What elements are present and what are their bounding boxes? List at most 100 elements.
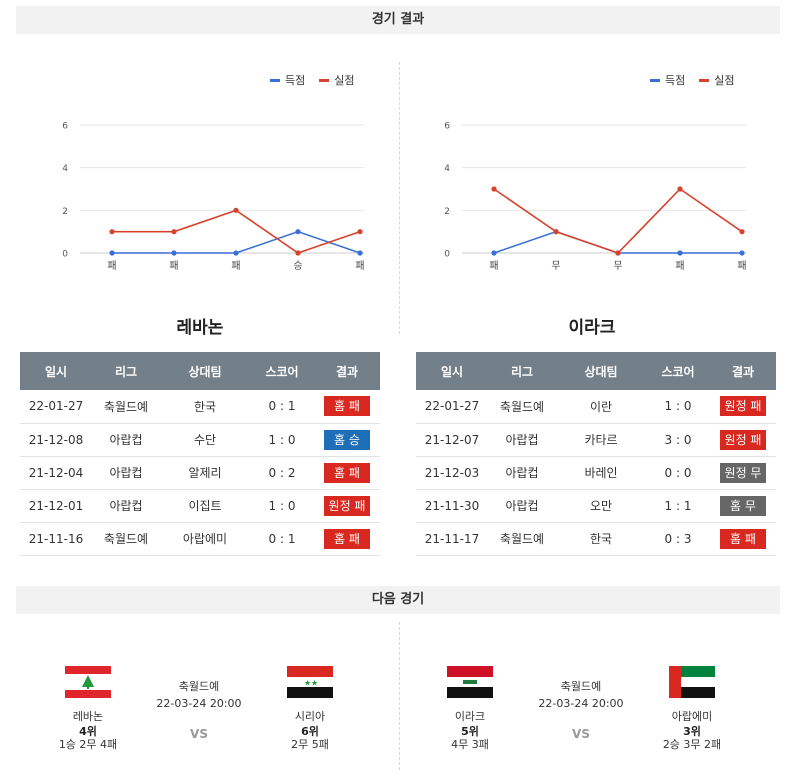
vs-label: VS	[190, 727, 208, 741]
team-name: 시리아	[294, 710, 326, 723]
table-row[interactable]: 21-12-03 아랍컵 바레인 0 : 0 원정 무	[416, 456, 776, 490]
match-date: 21-12-07	[416, 423, 488, 457]
table-row[interactable]: 22-01-27 축월드예 이란 1 : 0 원정 패	[416, 390, 776, 424]
team-rank: 5위	[461, 725, 479, 738]
data-point	[295, 229, 301, 235]
result-badge: 홈 패	[720, 528, 766, 549]
data-point	[677, 250, 683, 256]
next-match-card[interactable]: 레바논 4위 1승 2무 4패 축월드예 22-03-24 20:00 VS ★…	[0, 660, 380, 770]
y-tick-label: 4	[62, 164, 68, 174]
team-name: 레바논	[72, 710, 104, 723]
match-league: 아랍컵	[92, 489, 160, 523]
match-datetime: 22-03-24 20:00	[538, 697, 624, 710]
match-score: 0 : 3	[646, 522, 710, 556]
result-cell: 홈 패	[314, 522, 380, 556]
column-divider	[399, 62, 400, 334]
data-point	[109, 229, 115, 235]
result-cell: 홈 패	[710, 522, 776, 556]
header-league: 리그	[488, 352, 556, 390]
match-score: 0 : 0	[646, 456, 710, 490]
scored-swatch	[650, 78, 660, 82]
home-team[interactable]: 레바논 4위 1승 2무 4패	[38, 666, 138, 751]
data-point	[233, 250, 239, 256]
home-team[interactable]: 이라크 5위 4무 3패	[420, 666, 520, 751]
result-badge: 원정 패	[324, 495, 370, 516]
table-row[interactable]: 21-11-30 아랍컵 오만 1 : 1 홈 무	[416, 489, 776, 523]
data-point	[677, 186, 683, 192]
table-row[interactable]: 21-12-04 아랍컵 알제리 0 : 2 홈 패	[20, 456, 380, 490]
data-point	[109, 250, 115, 256]
match-date: 21-12-04	[20, 456, 92, 490]
team-record: 4무 3패	[451, 738, 489, 751]
match-league: 축월드예	[178, 680, 220, 693]
data-point	[357, 250, 363, 256]
match-date: 21-12-08	[20, 423, 92, 457]
table-header-row: 일시 리그 상대팀 스코어 결과	[20, 352, 380, 390]
legend-conceded-label: 실점	[714, 74, 735, 87]
vs-label: VS	[572, 727, 590, 741]
opponent-name: 한국	[556, 522, 646, 556]
table-row[interactable]: 21-11-17 축월드예 한국 0 : 3 홈 패	[416, 522, 776, 556]
conceded-swatch	[699, 78, 710, 82]
x-tick-label: 무	[613, 261, 622, 272]
data-point	[739, 250, 745, 256]
x-tick-label: 승	[293, 260, 302, 272]
next-match-card[interactable]: 이라크 5위 4무 3패 축월드예 22-03-24 20:00 VS 아랍에미…	[400, 660, 780, 770]
result-cell: 홈 패	[314, 456, 380, 490]
table-row[interactable]: 22-01-27 축월드예 한국 0 : 1 홈 패	[20, 390, 380, 424]
series-line	[112, 209, 361, 254]
match-league: 축월드예	[92, 522, 160, 556]
match-score: 0 : 1	[250, 390, 314, 424]
y-tick-label: 6	[62, 122, 68, 132]
header-date: 일시	[416, 352, 488, 390]
match-date: 21-11-30	[416, 489, 488, 523]
result-cell: 원정 패	[314, 489, 380, 523]
x-tick-label: 패	[355, 260, 364, 272]
team-name: 아랍에미	[671, 710, 713, 723]
team-record: 2승 3무 2패	[662, 738, 722, 751]
lebanon-flag-icon	[65, 666, 111, 698]
header-result: 결과	[710, 352, 776, 390]
scored-swatch	[270, 78, 280, 82]
opponent-name: 아랍에미	[160, 522, 250, 556]
team-rank: 4위	[79, 725, 97, 738]
away-team[interactable]: 아랍에미 3위 2승 3무 2패	[642, 666, 742, 751]
next-match-section-title: 다음 경기	[16, 586, 780, 614]
table-row[interactable]: 21-12-01 아랍컵 이집트 1 : 0 원정 패	[20, 489, 380, 523]
header-score: 스코어	[250, 352, 314, 390]
table-row[interactable]: 21-12-07 아랍컵 카타르 3 : 0 원정 패	[416, 423, 776, 457]
table-row[interactable]: 21-12-08 아랍컵 수단 1 : 0 홈 승	[20, 423, 380, 457]
y-tick-label: 2	[444, 207, 450, 217]
away-team[interactable]: ★ ★ 시리아 6위 2무 5패	[260, 666, 360, 751]
header-league: 리그	[92, 352, 160, 390]
data-point	[357, 229, 363, 235]
match-score: 0 : 1	[250, 522, 314, 556]
chart-legend: 득점 실점	[262, 72, 355, 88]
y-tick-label: 4	[444, 164, 450, 174]
team-rank: 6위	[301, 725, 319, 738]
opponent-name: 알제리	[160, 456, 250, 490]
match-score: 1 : 0	[250, 423, 314, 457]
match-league: 축월드예	[488, 390, 556, 424]
header-opponent: 상대팀	[160, 352, 250, 390]
table-row[interactable]: 21-11-16 축월드예 아랍에미 0 : 1 홈 패	[20, 522, 380, 556]
series-line	[112, 230, 361, 254]
right-line-chart-svg: 0 2 4 6 패 무 무 패 패	[444, 122, 746, 273]
result-badge: 홈 승	[324, 429, 370, 450]
data-point	[615, 250, 621, 256]
match-date: 21-12-01	[20, 489, 92, 523]
legend-conceded-label: 실점	[334, 74, 355, 87]
chart-legend: 득점 실점	[642, 72, 735, 88]
right-team-chart: 득점 실점 0 2 4 6 패 무 무 패 패	[400, 62, 780, 292]
data-point	[171, 229, 177, 235]
match-league: 아랍컵	[488, 456, 556, 490]
column-divider	[399, 622, 400, 770]
match-score: 1 : 0	[646, 390, 710, 424]
y-tick-label: 6	[444, 122, 450, 132]
match-league: 아랍컵	[488, 489, 556, 523]
result-badge: 홈 무	[720, 495, 766, 516]
match-score: 1 : 0	[250, 489, 314, 523]
x-tick-label: 패	[231, 260, 240, 272]
match-date: 21-11-16	[20, 522, 92, 556]
match-league: 축월드예	[92, 390, 160, 424]
